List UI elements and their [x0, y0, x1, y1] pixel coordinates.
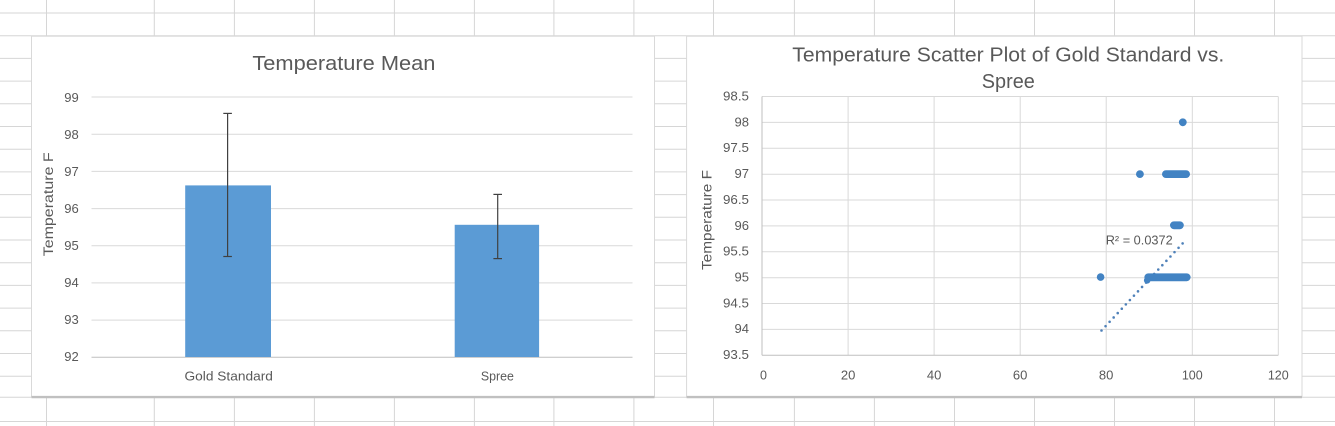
svg-text:Spree: Spree — [481, 370, 514, 384]
svg-text:20: 20 — [841, 369, 856, 383]
svg-text:Temperature F: Temperature F — [700, 170, 715, 270]
svg-text:Temperature Mean: Temperature Mean — [252, 53, 435, 75]
svg-text:94.5: 94.5 — [723, 296, 749, 310]
svg-text:97: 97 — [735, 167, 750, 181]
svg-text:120: 120 — [1268, 369, 1289, 383]
svg-text:Spree: Spree — [982, 71, 1035, 93]
svg-text:98: 98 — [735, 115, 750, 129]
svg-text:96.5: 96.5 — [723, 193, 749, 207]
svg-text:0: 0 — [760, 369, 767, 383]
svg-text:Gold Standard: Gold Standard — [185, 370, 273, 384]
svg-text:95: 95 — [735, 271, 750, 285]
svg-text:98.5: 98.5 — [723, 89, 749, 103]
svg-text:93: 93 — [64, 313, 79, 327]
svg-text:99: 99 — [64, 91, 79, 105]
svg-text:R² = 0.0372: R² = 0.0372 — [1106, 232, 1173, 247]
svg-text:98: 98 — [64, 128, 79, 142]
svg-text:96: 96 — [735, 219, 750, 233]
svg-text:60: 60 — [1013, 369, 1028, 383]
svg-text:100: 100 — [1182, 369, 1203, 383]
svg-text:40: 40 — [927, 369, 942, 383]
svg-text:94: 94 — [64, 276, 79, 290]
svg-text:96: 96 — [64, 202, 79, 216]
svg-text:95.5: 95.5 — [723, 245, 749, 259]
svg-text:97.5: 97.5 — [723, 141, 749, 155]
svg-text:92: 92 — [64, 350, 79, 364]
svg-text:Temperature F: Temperature F — [41, 152, 56, 256]
svg-text:Temperature Scatter Plot of Go: Temperature Scatter Plot of Gold Standar… — [792, 44, 1224, 66]
svg-text:95: 95 — [64, 239, 79, 253]
svg-text:94: 94 — [735, 322, 750, 336]
svg-text:80: 80 — [1099, 369, 1114, 383]
svg-text:93.5: 93.5 — [723, 348, 749, 362]
svg-text:97: 97 — [64, 165, 79, 179]
